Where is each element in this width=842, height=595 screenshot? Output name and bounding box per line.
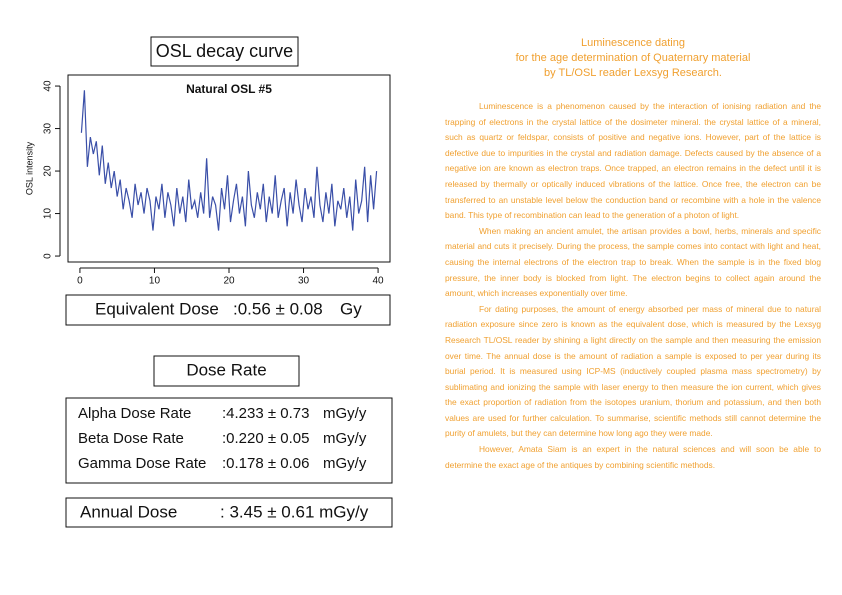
title-box [150,36,299,67]
paragraph: However, Amata Siam is an expert in the … [445,444,821,470]
osl-title: OSL decay curve [156,41,293,61]
dose-rate-unit: mGy/y [323,405,367,422]
y-tick-label: 20 [43,165,54,177]
dose-rates-box [65,397,393,484]
x-tick-label: 0 [77,276,83,287]
x-tick-label: 30 [298,276,310,287]
y-tick-label: 0 [43,253,54,259]
paragraph: Luminescence is a phenomenon caused by t… [445,101,821,221]
dose-rate-value: :0.178 ± 0.06 [222,455,309,472]
title-line: Luminescence dating [581,37,685,49]
dose-rate-label: Gamma Dose Rate [78,455,206,472]
x-tick-label: 40 [373,276,385,287]
title-line: by TL/OSL reader Lexsyg Research. [544,67,722,79]
equivalent-dose-label: Equivalent Dose [95,299,219,318]
equivalent-dose-box [65,294,391,326]
x-tick-label: 10 [149,276,161,287]
article: Luminescence dating for the age determin… [445,36,821,473]
plot-frame [67,74,391,263]
paragraph: When making an ancient amulet, the artis… [445,225,821,299]
plot-title: Natural OSL #5 [186,82,272,96]
dose-rate-label: Beta Dose Rate [78,430,184,447]
equivalent-dose-unit: Gy [340,299,362,318]
y-axis-label: OSL intensity [24,141,34,195]
x-tick-label: 20 [223,276,235,287]
dose-rate-value: :4.233 ± 0.73 [222,405,309,422]
dose-rate-label: Alpha Dose Rate [78,405,191,422]
annual-dose-value: : 3.45 ± 0.61 mGy/y [220,502,369,521]
equivalent-dose-value: :0.56 ± 0.08 [233,299,323,318]
annual-dose-box [65,497,393,528]
left-panel: OSL decay curve Equivalent Dose :0.56 ± … [24,36,393,528]
dose-rate-unit: mGy/y [323,430,367,447]
y-tick-label: 30 [43,123,54,135]
osl-curve [80,90,378,231]
dose-rate-value: :0.220 ± 0.05 [222,430,309,447]
article-title: Luminescence dating for the age determin… [445,36,821,81]
dose-rate-box [153,355,300,387]
y-tick-label: 40 [43,80,54,92]
paragraph: For dating purposes, the amount of energ… [445,303,821,439]
title-line: for the age determination of Quaternary … [515,52,751,64]
dose-rate-unit: mGy/y [323,455,367,472]
y-tick-label: 10 [43,208,54,220]
dose-rate-title: Dose Rate [186,360,266,379]
annual-dose-label: Annual Dose [80,502,177,521]
